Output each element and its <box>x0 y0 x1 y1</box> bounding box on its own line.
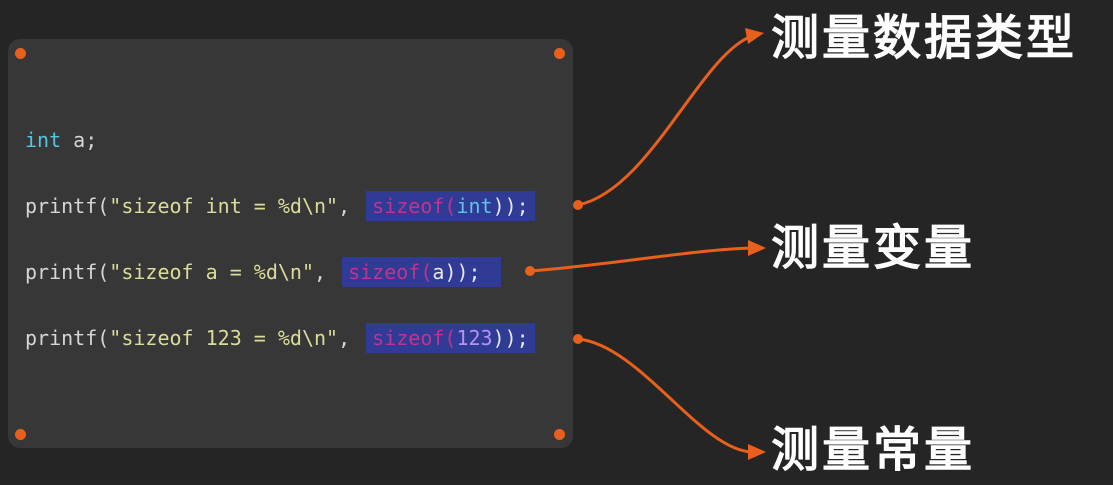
corner-dot-bottom-left <box>15 429 26 440</box>
arrow-variable-start-dot <box>525 266 535 276</box>
printf-call: printf( <box>25 260 110 284</box>
format-string: "sizeof int = %d\n" <box>109 194 339 218</box>
sizeof-highlight: sizeof(a)); <box>342 257 501 287</box>
sizeof-argument: int <box>456 194 493 218</box>
code-line-sizeof-variable: printf("sizeof a = %d\n", sizeof(a)); <box>25 257 501 287</box>
label-measure-variable: 测量变量 <box>771 220 976 276</box>
corner-dot-top-left <box>15 48 26 59</box>
arg-separator: , <box>314 260 339 284</box>
arrow-type-line <box>576 34 754 207</box>
label-measure-data-type: 测量数据类型 <box>771 10 1078 66</box>
sizeof-argument: 123 <box>456 326 493 350</box>
arrow-constant-start-dot <box>573 334 583 344</box>
format-string: "sizeof a = %d\n" <box>109 260 314 284</box>
open-paren: ( <box>420 260 433 284</box>
open-paren: ( <box>444 194 457 218</box>
code-line-sizeof-int: printf("sizeof int = %d\n", sizeof(int))… <box>25 191 535 221</box>
arg-separator: , <box>338 326 363 350</box>
printf-call: printf( <box>25 326 110 350</box>
sizeof-operator: sizeof <box>372 194 445 218</box>
arrow-variable-line <box>528 246 754 273</box>
label-measure-constant: 测量常量 <box>771 422 976 478</box>
arrow-type-head <box>745 28 764 44</box>
close-paren: )); <box>492 326 529 350</box>
corner-dot-bottom-right <box>554 429 565 440</box>
sizeof-argument: a <box>432 260 445 284</box>
open-paren: ( <box>444 326 457 350</box>
arrow-type-start-dot <box>573 200 583 210</box>
printf-call: printf( <box>25 194 110 218</box>
type-keyword: int <box>25 128 62 152</box>
code-line-sizeof-constant: printf("sizeof 123 = %d\n", sizeof(123))… <box>25 323 535 353</box>
corner-dot-top-right <box>554 48 565 59</box>
sizeof-operator: sizeof <box>372 326 445 350</box>
sizeof-operator: sizeof <box>348 260 421 284</box>
format-string: "sizeof 123 = %d\n" <box>109 326 339 350</box>
close-paren: )); <box>444 260 481 284</box>
code-line-declaration: int a; <box>25 125 97 155</box>
declaration-rest: a; <box>61 128 98 152</box>
sizeof-highlight: sizeof(int)); <box>366 191 535 221</box>
arrow-variable-head <box>748 240 766 256</box>
arrow-constant-line <box>576 337 754 454</box>
sizeof-highlight: sizeof(123)); <box>366 323 535 353</box>
close-paren: )); <box>492 194 529 218</box>
arg-separator: , <box>338 194 363 218</box>
arrow-constant-head <box>748 444 766 460</box>
code-panel: int a; printf("sizeof int = %d\n", sizeo… <box>8 39 573 448</box>
